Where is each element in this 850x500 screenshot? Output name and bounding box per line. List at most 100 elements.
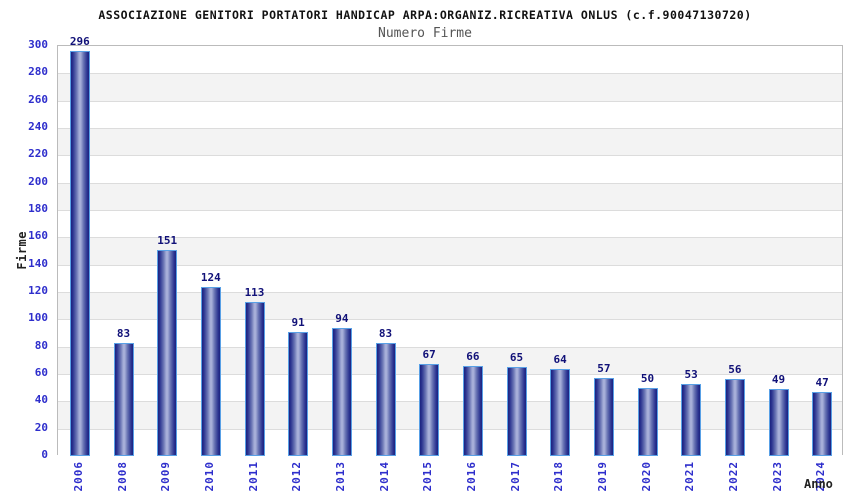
gridline bbox=[58, 210, 842, 211]
gridline bbox=[58, 374, 842, 375]
bar bbox=[637, 387, 658, 456]
bar bbox=[244, 301, 265, 456]
bar bbox=[768, 389, 789, 456]
bar bbox=[550, 368, 571, 456]
chart-subtitle: Numero Firme bbox=[378, 26, 472, 41]
y-tick-label: 60 bbox=[34, 366, 48, 379]
x-tick-label: 2022 bbox=[726, 461, 740, 492]
bar bbox=[812, 391, 833, 456]
bar-value-label: 56 bbox=[728, 363, 742, 377]
x-tick-label: 2011 bbox=[246, 461, 260, 492]
bar bbox=[681, 383, 702, 456]
bar-value-label: 67 bbox=[422, 348, 436, 362]
y-tick-label: 160 bbox=[28, 229, 48, 243]
bar-value-label: 53 bbox=[684, 367, 698, 381]
bar-value-label: 83 bbox=[378, 326, 393, 340]
gridline bbox=[58, 264, 842, 266]
bar-value-label: 66 bbox=[466, 349, 480, 363]
y-tick-label: 40 bbox=[34, 393, 48, 407]
x-tick-label: 2017 bbox=[508, 461, 522, 492]
x-tick-label: 2015 bbox=[421, 461, 435, 492]
bar-value-label: 94 bbox=[335, 311, 349, 325]
bar bbox=[200, 286, 221, 456]
background-band bbox=[58, 428, 842, 456]
gridline bbox=[58, 128, 842, 129]
bar bbox=[157, 249, 178, 456]
background-band bbox=[58, 182, 842, 210]
gridline bbox=[58, 292, 842, 293]
y-tick-label: 300 bbox=[28, 38, 48, 51]
bar-value-label: 91 bbox=[291, 315, 305, 329]
background-band bbox=[58, 346, 842, 374]
background-band bbox=[58, 128, 842, 156]
bar-value-label: 64 bbox=[553, 352, 567, 366]
bar bbox=[506, 367, 527, 456]
y-tick-label: 140 bbox=[28, 256, 48, 270]
x-tick-label: 2014 bbox=[377, 461, 391, 492]
background-band bbox=[58, 264, 842, 292]
bar bbox=[375, 342, 396, 456]
bar-value-label: 47 bbox=[815, 375, 829, 389]
bar bbox=[69, 51, 90, 456]
x-tick-label: 2023 bbox=[770, 461, 784, 492]
x-tick-label: 2018 bbox=[552, 461, 566, 492]
x-tick-label: 2013 bbox=[333, 461, 347, 492]
bar-value-label: 124 bbox=[200, 270, 221, 284]
gridline bbox=[58, 155, 842, 157]
y-tick-label: 180 bbox=[28, 202, 48, 215]
background-band bbox=[58, 46, 842, 74]
gridline bbox=[58, 100, 842, 102]
x-axis-title: Anno bbox=[804, 477, 833, 491]
bar-value-label: 151 bbox=[157, 233, 178, 247]
bar bbox=[724, 379, 745, 456]
y-tick-label: 200 bbox=[28, 174, 48, 188]
background-band bbox=[58, 155, 842, 183]
bar bbox=[288, 331, 309, 456]
background-band bbox=[58, 319, 842, 347]
x-tick-label: 2010 bbox=[202, 461, 216, 492]
x-tick-label: 2008 bbox=[115, 461, 129, 492]
bar-value-label: 49 bbox=[771, 373, 786, 387]
y-tick-label: 220 bbox=[28, 147, 48, 161]
gridline bbox=[58, 401, 842, 403]
y-tick-label: 260 bbox=[28, 92, 48, 106]
background-band bbox=[58, 292, 842, 320]
x-tick-label: 2016 bbox=[464, 461, 478, 492]
x-tick-label: 2020 bbox=[639, 461, 653, 492]
bar bbox=[331, 327, 352, 456]
x-tick-label: 2012 bbox=[290, 461, 304, 492]
y-tick-label: 100 bbox=[28, 311, 48, 325]
bar-value-label: 83 bbox=[116, 326, 131, 340]
background-band bbox=[58, 374, 842, 402]
background-band bbox=[58, 237, 842, 265]
background-band bbox=[58, 100, 842, 128]
y-tick-label: 280 bbox=[28, 65, 48, 79]
gridline bbox=[58, 319, 842, 321]
y-tick-label: 120 bbox=[28, 284, 48, 297]
gridline bbox=[58, 182, 842, 184]
gridline bbox=[58, 73, 842, 75]
x-tick-label: 2009 bbox=[159, 461, 173, 492]
bar-value-label: 65 bbox=[509, 351, 524, 365]
y-tick-label: 80 bbox=[34, 338, 48, 352]
bar-value-label: 113 bbox=[244, 285, 265, 299]
bar-value-label: 296 bbox=[69, 35, 90, 49]
background-band bbox=[58, 401, 842, 429]
chart-title: ASSOCIAZIONE GENITORI PORTATORI HANDICAP… bbox=[98, 8, 752, 22]
background-band bbox=[58, 73, 842, 101]
y-tick-label: 240 bbox=[28, 120, 48, 133]
bar bbox=[113, 342, 134, 456]
bar bbox=[593, 378, 614, 456]
x-tick-label: 2019 bbox=[595, 461, 609, 492]
bar-value-label: 57 bbox=[597, 362, 611, 376]
y-tick-label: 0 bbox=[41, 448, 48, 461]
background-band bbox=[58, 210, 842, 238]
x-tick-label: 2021 bbox=[683, 461, 697, 492]
gridline bbox=[58, 346, 842, 348]
x-tick-label: 2006 bbox=[71, 461, 85, 492]
bar bbox=[419, 364, 440, 456]
y-tick-label: 20 bbox=[34, 420, 48, 434]
bar bbox=[462, 365, 483, 456]
gridline bbox=[58, 428, 842, 430]
